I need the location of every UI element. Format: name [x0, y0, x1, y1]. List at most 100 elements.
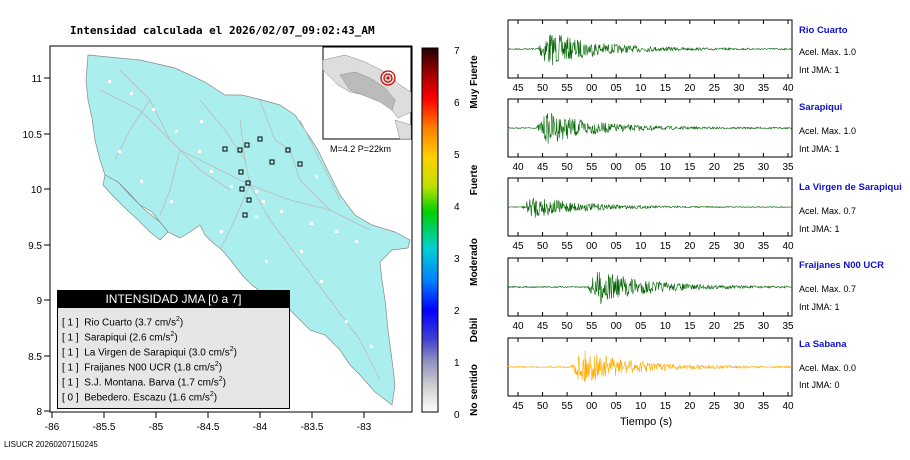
trace-line [507, 113, 793, 144]
colorbar-tick: 7 [454, 46, 460, 57]
station-name: Fraijanes N00 UCR [799, 260, 885, 271]
x-tick-label: -83.5 [301, 422, 324, 433]
colorbar-gradient [421, 47, 439, 413]
x-tick-label: -85.5 [93, 422, 116, 433]
trace-tick-label: 15 [660, 241, 672, 252]
trace-tick-label: 10 [660, 321, 672, 332]
colorbar-tick: 1 [454, 358, 460, 369]
trace-tick-label: 10 [635, 83, 647, 94]
colorbar-label: Fuerte [469, 164, 480, 195]
trace-tick-label: 30 [733, 83, 745, 94]
trace-tick-label: 00 [611, 321, 623, 332]
seismogram-panel: 45 50 55 00 05 10 15 20 25 30 35 40 40 45 50 55 00 05 10 15… [507, 19, 794, 412]
legend-row: [ 1 ] Sarapiqui (2.6 cm/s2) [62, 331, 178, 344]
colorbar-label: Moderado [469, 238, 480, 286]
y-tick-label: 10 [31, 185, 43, 196]
y-tick-label: 9.5 [28, 241, 42, 252]
trace-tick-label: 50 [537, 401, 549, 412]
nicoya-peninsula [102, 174, 169, 241]
legend-row: [ 1 ] Rio Cuarto (3.7 cm/s2) [62, 316, 184, 329]
colorbar-tick: 6 [454, 98, 460, 109]
trace-tick-label: 55 [562, 401, 574, 412]
trace-tick-label: 25 [709, 241, 721, 252]
trace-tick-label: 45 [537, 321, 549, 332]
trace-tick-label: 45 [512, 83, 524, 94]
station-markers [222, 136, 303, 218]
trace-tick-label: 20 [709, 321, 721, 332]
x-tick-label: -86 [45, 422, 60, 433]
trace-line [507, 34, 793, 66]
x-tick-label: -84.5 [197, 422, 220, 433]
station-acel: Acel. Max. 1.0 [799, 47, 857, 57]
trace-tick-label: 55 [562, 83, 574, 94]
costa-rica-land [85, 54, 411, 406]
seismogram-trace-panel: 40 45 50 55 00 05 10 15 20 25 30 35 [507, 257, 794, 332]
colorbar-tick: 3 [454, 254, 460, 265]
colorbar-tick: 2 [454, 306, 460, 317]
inset-map [322, 46, 412, 140]
trace-tick-label: 15 [660, 401, 672, 412]
x-tick-label: -83 [357, 422, 372, 433]
trace-tick-label: 30 [733, 241, 745, 252]
trace-tick-label: 40 [782, 83, 794, 94]
intensity-legend: INTENSIDAD JMA [0 a 7] [ 1 ] Rio Cuarto … [57, 290, 290, 409]
station-acel: Acel. Max. 0.7 [799, 284, 857, 294]
trace-tick-label: 40 [782, 241, 794, 252]
station-name: Rio Cuarto [799, 25, 848, 36]
trace-tick-label: 50 [562, 321, 574, 332]
road-network [99, 69, 381, 381]
station-acel: Acel. Max. 1.0 [799, 126, 857, 136]
map-x-ticks [51, 412, 365, 418]
trace-tick-label: 40 [512, 321, 524, 332]
trace-tick-label: 15 [684, 321, 696, 332]
station-int: Int JMA: 1 [799, 144, 840, 154]
trace-tick-label: 50 [537, 83, 549, 94]
trace-tick-label: 35 [758, 401, 770, 412]
trace-tick-label: 35 [758, 83, 770, 94]
station-acel: Acel. Max. 0.0 [799, 363, 857, 373]
colorbar-tick: 5 [454, 150, 460, 161]
x-tick-label: -85 [149, 422, 164, 433]
legend-row: [ 1 ] Fraijanes N00 UCR (1.8 cm/s2) [62, 361, 223, 374]
trace-tick-label: 55 [562, 241, 574, 252]
seismogram-trace-panel: 45 50 55 00 05 10 15 20 25 30 35 40 [507, 19, 794, 94]
trace-tick-label: 05 [635, 321, 647, 332]
trace-tick-label: 20 [684, 83, 696, 94]
trace-tick-label: 55 [586, 321, 598, 332]
trace-tick-label: 30 [733, 401, 745, 412]
seismogram-trace-panel: 45 50 55 00 05 10 15 20 25 30 35 40 [507, 337, 794, 412]
y-tick-label: 10.5 [23, 130, 43, 141]
colorbar-tick: 0 [454, 410, 460, 420]
trace-tick-label: 30 [758, 321, 770, 332]
trace-tick-label: 00 [611, 162, 623, 173]
station-acel: Acel. Max. 0.7 [799, 206, 857, 216]
trace-tick-label: 30 [758, 162, 770, 173]
trace-tick-label: 05 [635, 162, 647, 173]
trace-tick-label: 45 [537, 162, 549, 173]
trace-tick-label: 15 [684, 162, 696, 173]
station-int: Int JMA: 0 [799, 380, 840, 390]
y-tick-label: 11 [32, 74, 43, 85]
trace-tick-label: 00 [586, 83, 598, 94]
legend-row: [ 1 ] La Virgen de Sarapiqui (3.0 cm/s2) [62, 346, 237, 359]
trace-tick-label: 10 [635, 401, 647, 412]
intensity-colorbar: 7 6 5 4 3 2 1 0 Muy Fuerte Fuerte Modera… [421, 46, 480, 420]
legend-row: [ 0 ] Bebedero. Escazu (1.6 cm/s2) [62, 391, 218, 404]
trace-tick-label: 45 [512, 241, 524, 252]
trace-tick-label: 15 [660, 83, 672, 94]
station-int: Int JMA: 1 [799, 302, 840, 312]
trace-tick-label: 10 [660, 162, 672, 173]
trace-tick-label: 20 [684, 401, 696, 412]
trace-tick-label: 25 [733, 162, 745, 173]
trace-tick-label: 20 [684, 241, 696, 252]
inset-label: M=4.2 P=22km [330, 144, 391, 154]
station-name: Sarapiqui [799, 102, 843, 113]
station-int: Int JMA: 1 [799, 65, 840, 75]
trace-tick-label: 35 [782, 162, 794, 173]
y-tick-label: 8 [36, 407, 42, 418]
trace-tick-label: 50 [537, 241, 549, 252]
trace-tick-label: 35 [758, 241, 770, 252]
trace-line [507, 271, 793, 304]
trace-tick-label: 00 [586, 241, 598, 252]
trace-tick-label: 25 [709, 401, 721, 412]
